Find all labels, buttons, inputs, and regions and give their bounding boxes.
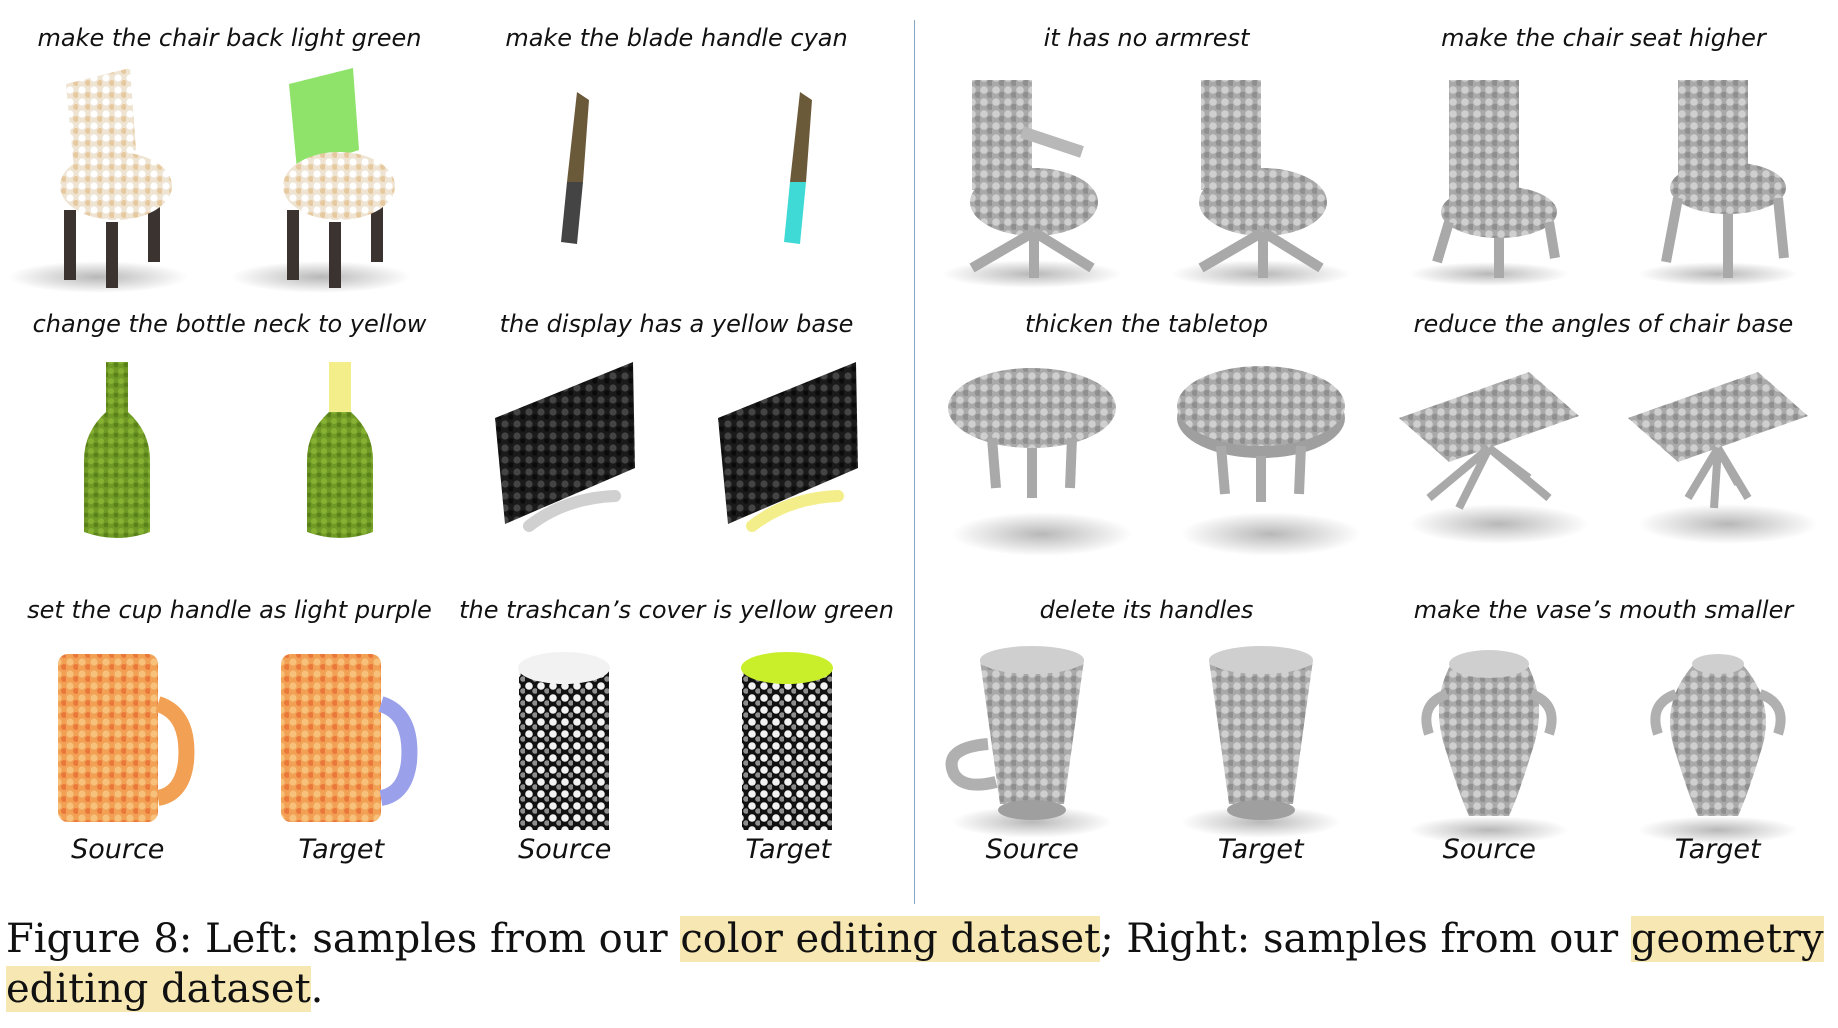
- chair-source-render: [18, 62, 218, 292]
- source-label: Source: [18, 834, 218, 865]
- source-label: Source: [932, 834, 1132, 865]
- display-target-render: [688, 348, 888, 578]
- table-thin-source-render: [932, 348, 1132, 578]
- bottle-source-render: [18, 348, 218, 578]
- sample-vase-geometry: make the vase’s mouth smaller Source Tar…: [1375, 586, 1832, 894]
- cup-handle-source-render: [932, 634, 1132, 864]
- vase-wide-source-render: [1389, 634, 1589, 864]
- knife-target-render: [688, 62, 888, 292]
- bench-source-render: [1389, 348, 1589, 578]
- figure-caption: Figure 8: Left: samples from our color e…: [6, 914, 1832, 1014]
- sample-seat-geometry: make the chair seat higher: [1375, 14, 1832, 300]
- edit-prompt: delete its handles: [918, 596, 1375, 624]
- bottle-target-render: [241, 348, 441, 578]
- edit-prompt: make the blade handle cyan: [453, 24, 900, 52]
- caption-highlight-color-dataset: color editing dataset: [680, 916, 1100, 962]
- display-source-render: [465, 348, 665, 578]
- panel-divider: [914, 20, 915, 904]
- edit-prompt: the display has a yellow base: [453, 310, 900, 338]
- edit-prompt: it has no armrest: [918, 24, 1375, 52]
- trashcan-source-render: [465, 634, 665, 864]
- edit-prompt: the trashcan’s cover is yellow green: [453, 596, 900, 624]
- armchair-source-render: [932, 62, 1132, 292]
- sample-trashcan-color: the trashcan’s cover is yellow green Sou…: [453, 586, 900, 894]
- sample-tabletop-geometry: thicken the tabletop: [918, 300, 1375, 586]
- color-editing-panel: make the chair back light green make the…: [6, 14, 900, 894]
- knife-source-render: [465, 62, 665, 292]
- caption-suffix: .: [311, 966, 324, 1012]
- source-label: Source: [465, 834, 665, 865]
- armchair-target-render: [1161, 62, 1361, 292]
- edit-prompt: make the chair back light green: [6, 24, 453, 52]
- target-label: Target: [1618, 834, 1818, 865]
- edit-prompt: change the bottle neck to yellow: [6, 310, 453, 338]
- edit-prompt: thicken the tabletop: [918, 310, 1375, 338]
- vase-narrow-target-render: [1618, 634, 1818, 864]
- cup-source-render: [18, 634, 218, 864]
- edit-prompt: reduce the angles of chair base: [1375, 310, 1832, 338]
- edit-prompt: make the vase’s mouth smaller: [1375, 596, 1832, 624]
- sample-display-color: the display has a yellow base: [453, 300, 900, 586]
- caption-middle: ; Right: samples from our: [1100, 916, 1631, 962]
- target-label: Target: [1161, 834, 1361, 865]
- bench-target-render: [1618, 348, 1818, 578]
- geometry-editing-panel: it has no armrest make the chair seat hi…: [918, 14, 1832, 894]
- chair-target-render: [241, 62, 441, 292]
- sample-handles-geometry: delete its handles Source Target: [918, 586, 1375, 894]
- sample-base-angle-geometry: reduce the angles of chair base: [1375, 300, 1832, 586]
- source-label: Source: [1389, 834, 1589, 865]
- edit-prompt: make the chair seat higher: [1375, 24, 1832, 52]
- sample-armrest-geometry: it has no armrest: [918, 14, 1375, 300]
- cup-target-render: [241, 634, 441, 864]
- target-label: Target: [688, 834, 888, 865]
- chair-low-source-render: [1389, 62, 1589, 292]
- sample-cup-color: set the cup handle as light purple Sourc…: [6, 586, 453, 894]
- cup-handle-target-render: [1161, 634, 1361, 864]
- caption-prefix: Figure 8: Left: samples from our: [6, 916, 680, 962]
- edit-prompt: set the cup handle as light purple: [6, 596, 453, 624]
- trashcan-target-render: [688, 634, 888, 864]
- sample-knife-color: make the blade handle cyan: [453, 14, 900, 300]
- sample-chair-back-color: make the chair back light green: [6, 14, 453, 300]
- target-label: Target: [241, 834, 441, 865]
- chair-high-target-render: [1618, 62, 1818, 292]
- sample-bottle-color: change the bottle neck to yellow: [6, 300, 453, 586]
- table-thick-target-render: [1161, 348, 1361, 578]
